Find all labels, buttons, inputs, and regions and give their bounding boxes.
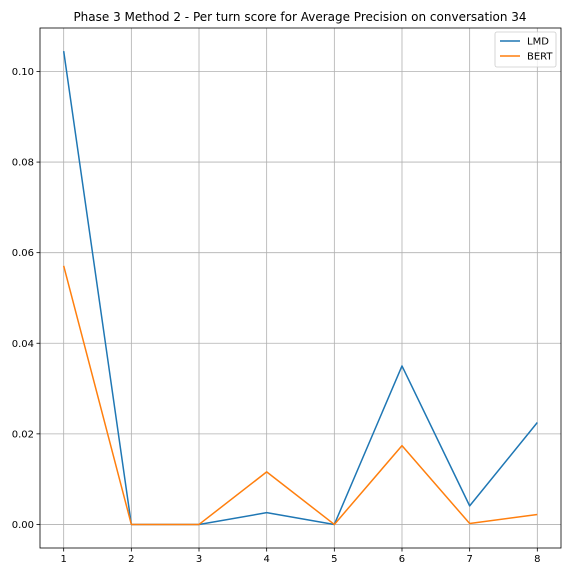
- plot-area: [39, 27, 562, 549]
- grid-lines: [40, 28, 561, 548]
- legend: LMD BERT: [494, 31, 557, 68]
- x-tick-label: 5: [331, 554, 337, 565]
- y-tick-label: 0.10: [12, 67, 34, 78]
- x-tick-label: 7: [466, 554, 472, 565]
- legend-label-lmd: LMD: [527, 37, 549, 48]
- series-lines: [62, 50, 538, 526]
- y-tick-label: 0.04: [12, 339, 34, 350]
- x-tick-label: 4: [263, 554, 269, 565]
- x-tick-label: 1: [60, 554, 66, 565]
- series-line-bert: [62, 265, 538, 526]
- chart-title: Phase 3 Method 2 - Per turn score for Av…: [73, 10, 526, 24]
- y-tick-label: 0.08: [12, 158, 34, 169]
- y-tick-label: 0.00: [12, 520, 34, 531]
- axis-ticks: 1 2 3 4 5 6 7 8 0.00 0.02 0.04 0.06 0.08 0.10: [12, 67, 541, 565]
- y-tick-label: 0.02: [12, 429, 34, 440]
- x-tick-label: 3: [196, 554, 202, 565]
- x-tick-label: 2: [128, 554, 134, 565]
- y-tick-label: 0.06: [12, 248, 34, 259]
- legend-label-bert: BERT: [527, 52, 553, 63]
- x-tick-label: 6: [399, 554, 405, 565]
- x-tick-label: 8: [534, 554, 540, 565]
- series-line-lmd: [62, 50, 538, 526]
